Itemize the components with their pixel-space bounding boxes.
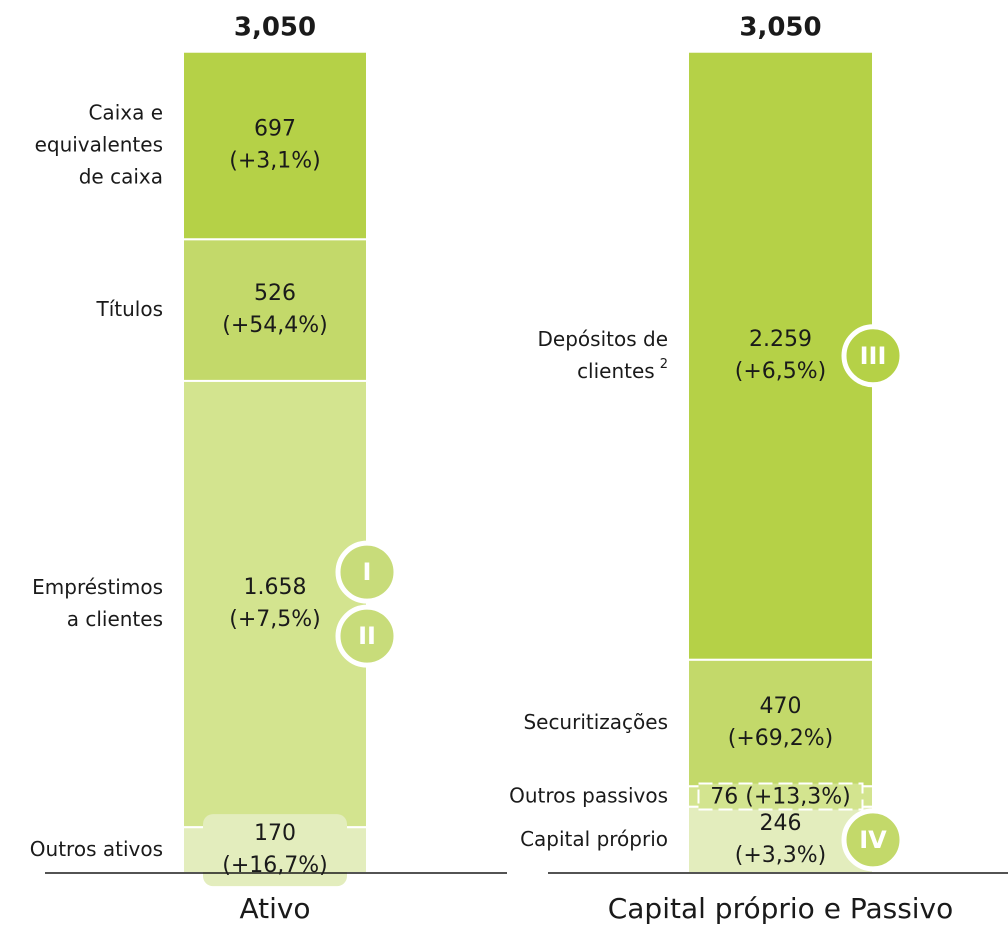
badge — [841, 808, 905, 872]
segment — [182, 238, 368, 382]
badge-label: II — [358, 622, 376, 650]
segment-label: Títulos — [95, 297, 163, 321]
value-label-box — [697, 782, 864, 811]
value-label: 1.658 — [244, 575, 307, 600]
change-label: (+54,4%) — [222, 313, 328, 338]
segment-label: Outros ativos — [30, 837, 163, 861]
segment — [182, 379, 368, 829]
segment-label-line: Outros ativos — [30, 837, 163, 861]
segment-label-line: Caixa e — [88, 100, 163, 124]
value: 76 — [710, 785, 738, 810]
column-total: 3,050 — [739, 13, 821, 43]
segment-label-line: de caixa — [79, 164, 163, 188]
segment-label: Capital próprio — [520, 826, 668, 850]
change-label: (+69,2%) — [728, 726, 834, 751]
badge-label: IV — [859, 826, 887, 854]
badge — [841, 324, 905, 388]
badge-label: I — [363, 558, 372, 586]
value-label: 246 — [760, 811, 802, 836]
segment — [182, 50, 368, 241]
change-label: (+3,1%) — [229, 149, 321, 174]
value-label: 170 — [254, 821, 296, 846]
value-label: 697 — [254, 117, 296, 142]
value-label: 526 — [254, 281, 296, 306]
change-label: (+7,5%) — [229, 607, 321, 632]
badge — [335, 540, 399, 604]
segment-label: Outros passivos — [509, 783, 668, 807]
badge-label: III — [860, 342, 887, 370]
value-label-box — [203, 814, 347, 887]
segment-label-line: Depósitos de — [538, 326, 668, 350]
segment-label-line: Capital próprio — [520, 826, 668, 850]
change: (+13,3%) — [745, 785, 851, 810]
change-label: (+3,3%) — [735, 843, 827, 868]
segment-label-line: Securitizações — [523, 710, 668, 734]
value-label: 470 — [760, 694, 802, 719]
column-name: Ativo — [239, 892, 310, 925]
badge — [335, 604, 399, 668]
change-label: (+6,5%) — [735, 359, 827, 384]
value-label: 2.259 — [749, 327, 812, 352]
segment-label-line: Empréstimos — [32, 575, 163, 599]
segment-label-line: equivalentes — [35, 132, 163, 156]
segment-label-line: a clientes — [67, 607, 163, 631]
column-total: 3,050 — [234, 13, 316, 43]
segment-label-line: clientes — [577, 358, 655, 382]
value-label: 76 (+13,3%) — [710, 785, 851, 810]
segment-label: Empréstimos a clientes — [32, 575, 163, 631]
segment-label: Caixa e equivalentes de caixa — [35, 100, 163, 188]
segment — [687, 658, 874, 788]
segment-label: Depósitos de clientes 2 — [538, 326, 668, 382]
footnote-marker: 2 — [660, 356, 668, 371]
segment-label-line: Outros passivos — [509, 783, 668, 807]
column-name: Capital próprio e Passivo — [608, 892, 954, 925]
segment-label: Securitizações — [523, 710, 668, 734]
change-label: (+16,7%) — [222, 853, 328, 878]
segment-label-line: Títulos — [95, 297, 163, 321]
